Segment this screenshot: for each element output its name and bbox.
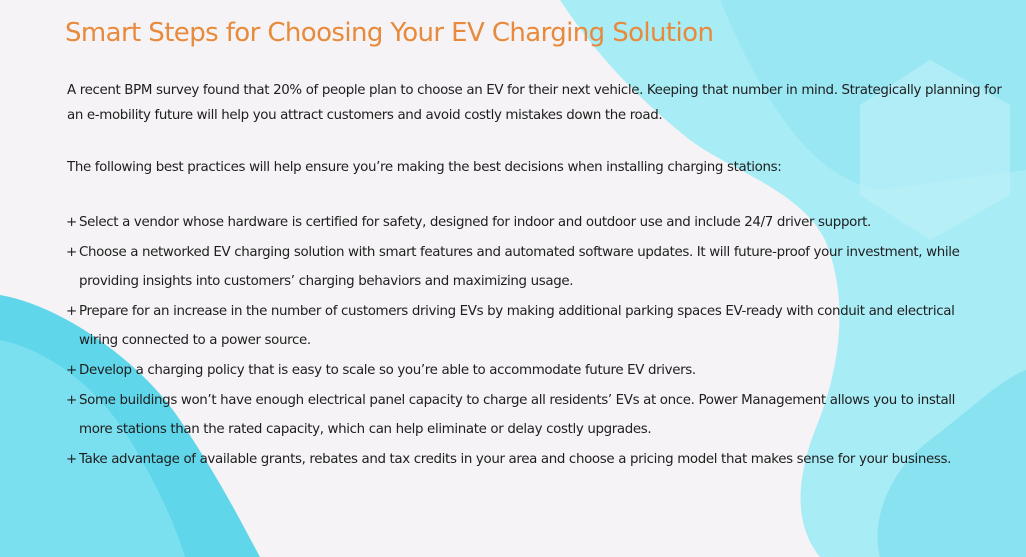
list-item-text: Develop a charging policy that is easy t…	[79, 362, 696, 378]
list-item: + Prepare for an increase in the number …	[66, 297, 1021, 356]
list-item: + Choose a networked EV charging solutio…	[66, 238, 1021, 297]
page-title: Smart Steps for Choosing Your EV Chargin…	[65, 18, 714, 48]
hexagon-right	[860, 60, 1010, 240]
list-item: + Take advantage of available grants, re…	[66, 445, 1021, 475]
cyan-wave-bottom-left-inner	[0, 340, 185, 557]
list-item-text: Select a vendor whose hardware is certif…	[79, 215, 871, 230]
bullet-marker: +	[66, 303, 77, 319]
list-item: + Develop a charging policy that is easy…	[66, 356, 1021, 386]
list-item: + Some buildings won’t have enough elect…	[66, 386, 1021, 445]
best-practices-list: + Select a vendor whose hardware is cert…	[66, 208, 1021, 474]
list-item-text: Take advantage of available grants, reba…	[79, 451, 952, 467]
cyan-wave-bottom-right	[877, 370, 1026, 557]
bullet-marker: +	[66, 362, 77, 378]
list-item-text: Choose a networked EV charging solution …	[79, 244, 960, 290]
list-item-text: Some buildings won’t have enough electri…	[79, 392, 956, 438]
bullet-marker: +	[66, 244, 77, 260]
list-item: + Select a vendor whose hardware is cert…	[66, 208, 1021, 238]
bullet-marker: +	[66, 451, 77, 467]
list-item-text: Prepare for an increase in the number of…	[79, 303, 955, 349]
bullet-marker: +	[66, 392, 77, 408]
bullet-marker: +	[66, 215, 77, 230]
lead-paragraph: The following best practices will help e…	[67, 160, 782, 175]
intro-paragraph: A recent BPM survey found that 20% of pe…	[67, 83, 1002, 123]
